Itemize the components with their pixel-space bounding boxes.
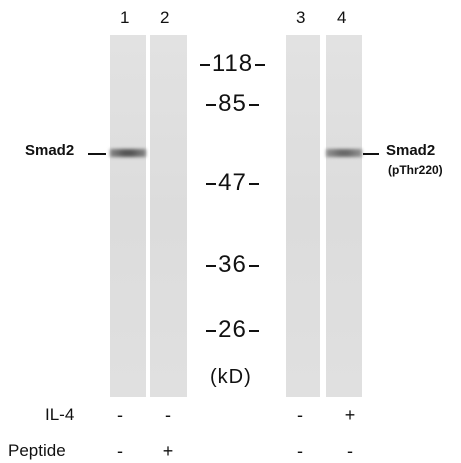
lane-label: 1	[120, 8, 129, 28]
sign: -	[290, 405, 310, 426]
marker-label: 118	[195, 50, 270, 78]
lane-2	[150, 35, 187, 397]
sign: -	[158, 405, 178, 426]
pointer	[88, 153, 106, 155]
row-label: Peptide	[8, 441, 66, 461]
band-label-right: Smad2	[386, 142, 435, 159]
sign: -	[290, 441, 310, 462]
lane-1	[110, 35, 146, 397]
band-label-left: Smad2	[25, 142, 74, 159]
sign: -	[110, 405, 130, 426]
marker-label: 47	[195, 169, 270, 197]
sign: -	[110, 441, 130, 462]
lane-label: 4	[337, 8, 346, 28]
lane-3	[286, 35, 320, 397]
marker-label: 26	[195, 316, 270, 344]
lane-4	[326, 35, 362, 397]
sign: +	[158, 441, 178, 462]
unit-label: (kD)	[210, 366, 252, 389]
sign: -	[340, 441, 360, 462]
pointer	[363, 153, 379, 155]
blot-figure: 1 2 3 4 118 85 47 36 26 (kD) Smad2 Smad2…	[0, 0, 461, 463]
lane-label: 2	[160, 8, 169, 28]
marker-label: 36	[195, 251, 270, 279]
row-label: IL-4	[45, 405, 74, 425]
band-label-sub: (pThr220)	[388, 163, 443, 177]
sign: +	[340, 405, 360, 426]
lane-label: 3	[296, 8, 305, 28]
marker-label: 85	[195, 90, 270, 118]
